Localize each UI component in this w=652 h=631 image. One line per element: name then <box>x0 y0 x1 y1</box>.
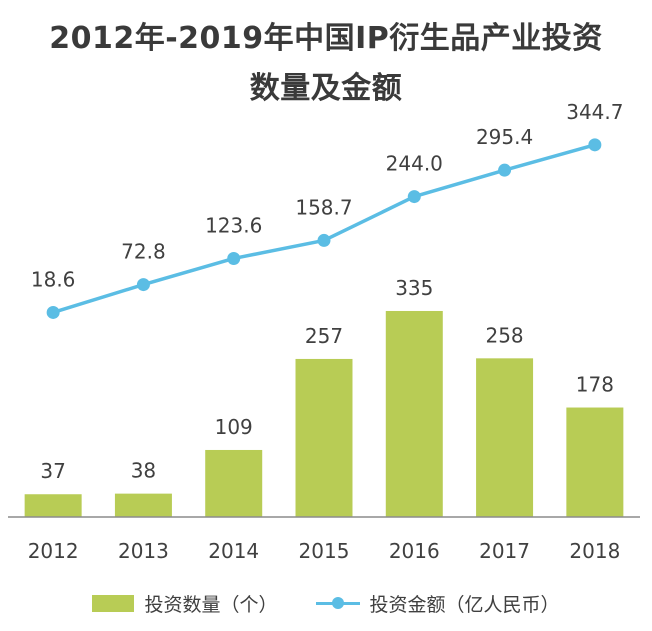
line-point-2017 <box>498 163 512 177</box>
bar-label-2013: 38 <box>131 459 156 483</box>
x-tick-2018: 2018 <box>569 539 620 563</box>
bar-2014 <box>205 449 263 517</box>
legend-item-amount: 投资金额（亿人民币） <box>315 590 560 617</box>
line-point-2016 <box>407 190 421 204</box>
line-label-2013: 72.8 <box>121 240 166 264</box>
line-label-2017: 295.4 <box>476 125 533 149</box>
bar-2013 <box>114 493 172 517</box>
bar-label-2012: 37 <box>40 459 65 483</box>
line-label-2018: 344.7 <box>566 100 623 124</box>
legend-line-swatch <box>315 595 360 612</box>
bar-label-2018: 178 <box>576 373 614 397</box>
bar-label-2017: 258 <box>485 323 523 347</box>
bar-2018 <box>566 407 624 517</box>
x-tick-2012: 2012 <box>28 539 79 563</box>
legend-bar-swatch <box>92 594 135 612</box>
chart-title-line-1: 2012年-2019年中国IP衍生品产业投资 <box>49 21 603 56</box>
chart-title: 2012年-2019年中国IP衍生品产业投资 数量及金额 <box>0 14 652 114</box>
bar-2015 <box>295 358 353 517</box>
bar-2017 <box>476 358 534 517</box>
legend-label-count: 投资数量（个） <box>144 593 278 616</box>
line-point-2014 <box>227 251 241 265</box>
x-tick-2013: 2013 <box>118 539 169 563</box>
legend-item-count: 投资数量（个） <box>92 590 278 617</box>
line-point-2013 <box>136 278 150 292</box>
x-tick-2017: 2017 <box>479 539 530 563</box>
x-tick-2015: 2015 <box>299 539 350 563</box>
chart-title-line-2: 数量及金额 <box>249 71 403 106</box>
bar-label-2016: 335 <box>395 276 433 300</box>
bar-label-2015: 257 <box>305 324 343 348</box>
line-label-2016: 244.0 <box>386 152 443 176</box>
amount-line <box>52 143 596 315</box>
bar-2016 <box>385 310 443 517</box>
line-point-2018 <box>588 138 602 152</box>
bar-2012 <box>24 494 82 517</box>
line-point-2015 <box>317 233 331 247</box>
bar-label-2014: 109 <box>215 415 253 439</box>
x-tick-2014: 2014 <box>208 539 259 563</box>
chart-legend: 投资数量（个） 投资金额（亿人民币） <box>0 588 652 618</box>
line-point-2012 <box>46 305 60 319</box>
x-tick-2016: 2016 <box>389 539 440 563</box>
line-label-2015: 158.7 <box>295 195 352 219</box>
line-label-2012: 18.6 <box>31 267 76 291</box>
line-label-2014: 123.6 <box>205 213 262 237</box>
legend-label-amount: 投资金额（亿人民币） <box>369 593 560 616</box>
